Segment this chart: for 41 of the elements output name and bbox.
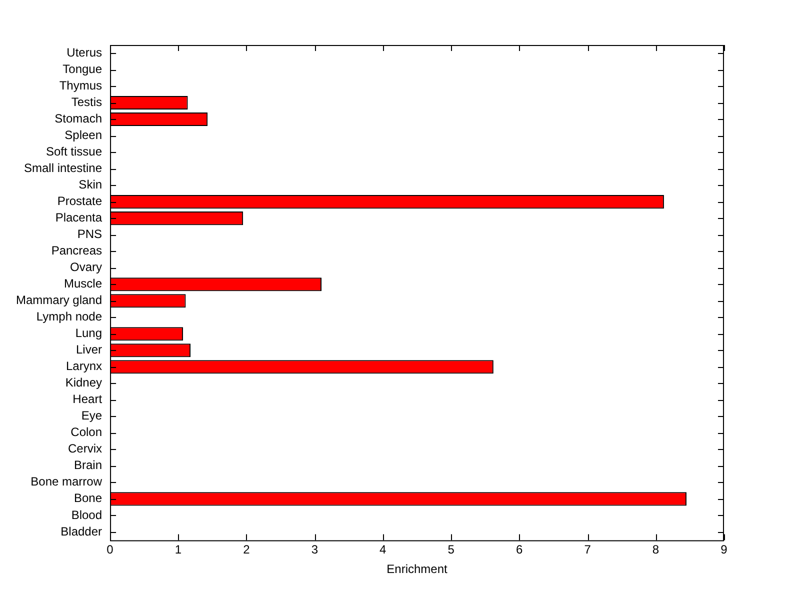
y-tick-label: Uterus (66, 46, 102, 60)
y-tick-label: Eye (81, 408, 102, 423)
y-tick-label: Tongue (62, 62, 102, 76)
y-tick-label: Blood (71, 508, 102, 522)
x-tick-label: 6 (516, 542, 523, 557)
x-tick-label: 3 (311, 542, 318, 557)
x-tick-label: 1 (174, 542, 182, 557)
y-tick-label: Bladder (60, 524, 102, 538)
x-tick-label: 2 (243, 542, 250, 557)
x-tick-label: 5 (448, 542, 455, 557)
y-tick-label: Small intestine (24, 161, 102, 176)
y-tick-label: Colon (70, 425, 102, 440)
x-tick-label: 9 (720, 542, 728, 557)
y-tick-label: Heart (72, 392, 103, 406)
y-tick-label: Kidney (65, 376, 102, 390)
y-tick-label: Lung (75, 326, 102, 340)
y-tick-label: PNS (77, 227, 102, 242)
y-tick-label: Bone (74, 491, 102, 506)
y-tick-label: Cervix (68, 442, 102, 456)
y-tick-label: Spleen (64, 128, 102, 142)
y-tick-label: Thymus (59, 78, 102, 93)
y-tick-label: Skin (78, 178, 102, 192)
y-tick-label: Prostate (57, 194, 102, 208)
y-tick-label: Testis (71, 95, 102, 110)
y-tick-label: Stomach (54, 112, 102, 126)
x-tick-label: 7 (584, 542, 592, 557)
y-tick-label: Brain (74, 458, 102, 472)
y-tick-label: Pancreas (51, 244, 102, 258)
y-tick-label: Muscle (64, 276, 102, 291)
y-tick-label: Placenta (55, 210, 102, 225)
y-tick-label: Larynx (66, 359, 102, 374)
x-tick-label: 8 (652, 542, 660, 557)
x-tick-label: 4 (380, 542, 387, 557)
y-tick-label: Ovary (70, 260, 102, 274)
x-axis-title: Enrichment (386, 562, 448, 576)
x-tick-label: 0 (106, 542, 114, 557)
y-tick-label: Soft tissue (46, 144, 102, 159)
y-tick-label: Liver (76, 342, 102, 357)
y-tick-label: Mammary gland (16, 293, 102, 308)
y-tick-label: Bone marrow (30, 474, 102, 489)
y-tick-label: Lymph node (36, 310, 102, 324)
